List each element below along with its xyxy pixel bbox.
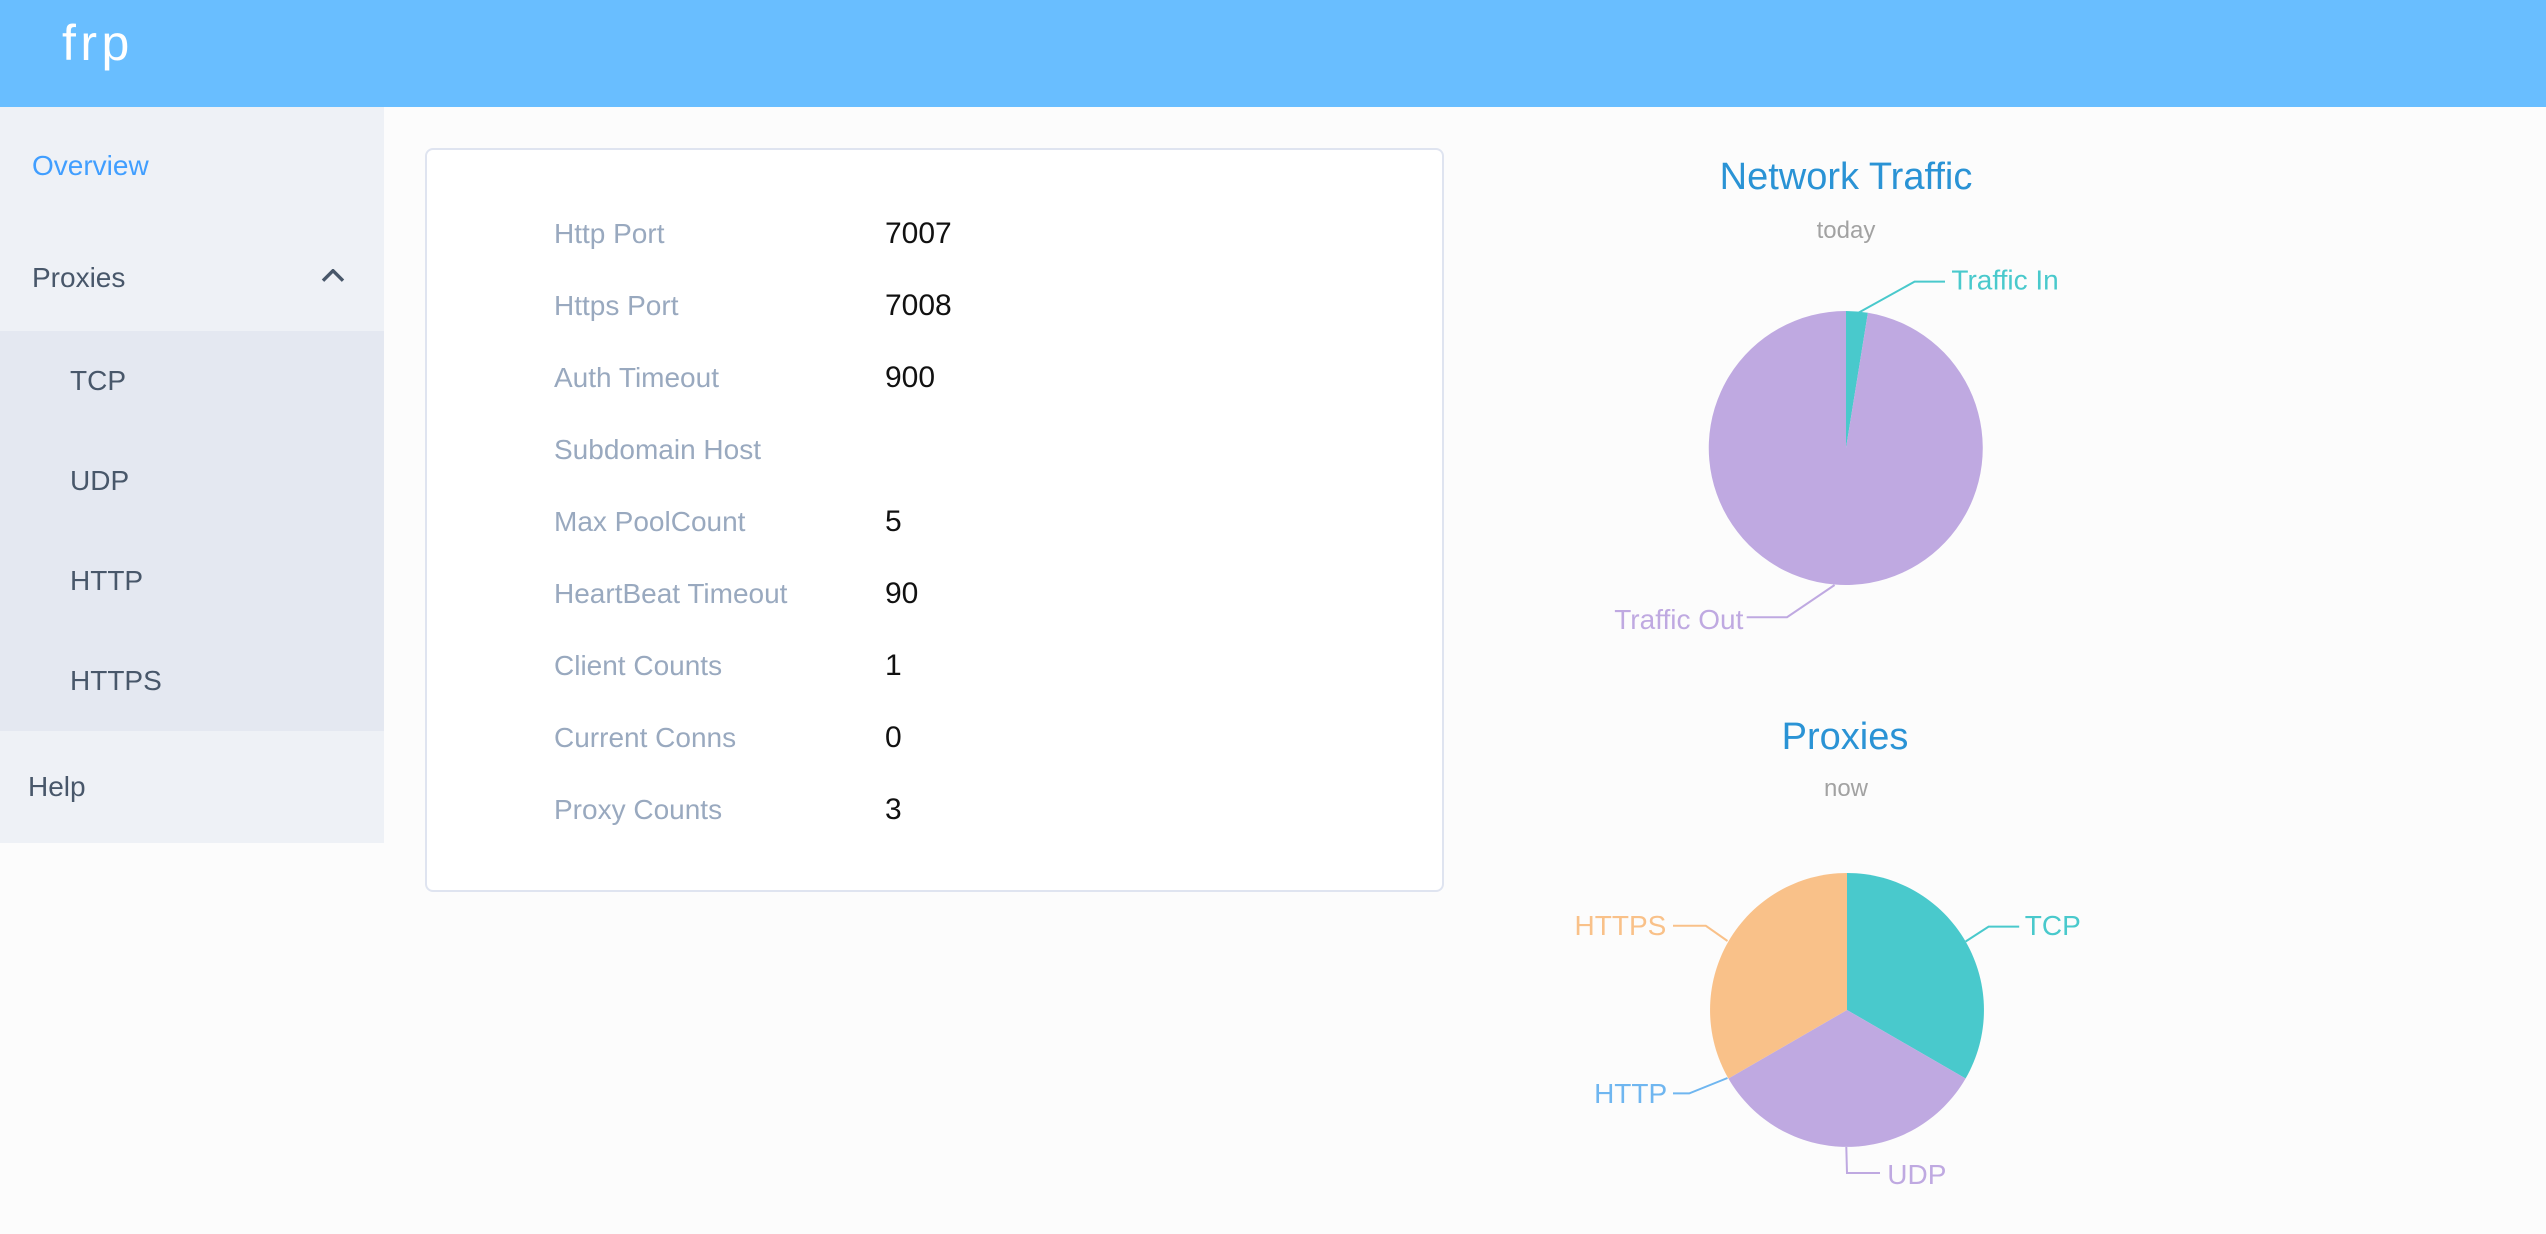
svg-text:Traffic Out: Traffic Out — [1614, 604, 1743, 635]
svg-text:now: now — [1824, 775, 1869, 802]
svg-text:HTTP: HTTP — [1594, 1078, 1667, 1109]
svg-text:UDP: UDP — [1887, 1159, 1946, 1190]
svg-text:TCP: TCP — [2025, 910, 2081, 941]
svg-text:Network Traffic: Network Traffic — [1720, 156, 1973, 198]
svg-text:today: today — [1817, 217, 1876, 244]
svg-text:Proxies: Proxies — [1782, 716, 1909, 758]
svg-text:Traffic In: Traffic In — [1951, 265, 2058, 296]
svg-text:HTTPS: HTTPS — [1575, 910, 1667, 941]
